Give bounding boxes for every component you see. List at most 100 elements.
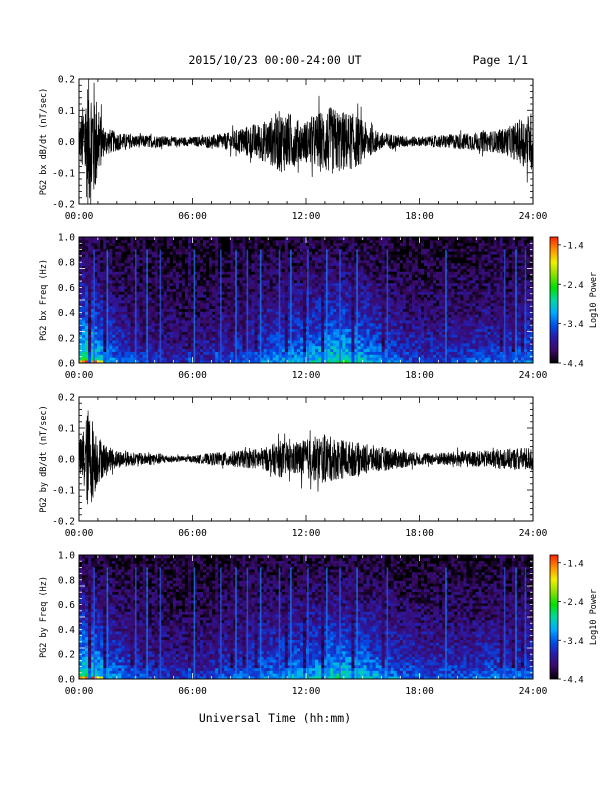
spectrogram-cell (206, 237, 210, 241)
spectrogram-cell (254, 348, 258, 352)
spectrogram-cell (387, 239, 392, 244)
spectrogram-cell (169, 285, 174, 289)
spectrogram-cell (351, 308, 355, 312)
spectrogram-cell (115, 265, 119, 269)
spectrogram-cell (239, 302, 243, 307)
spectrogram-cell (336, 342, 340, 347)
spectrogram-cell (154, 239, 159, 244)
spectrogram-cell (109, 279, 113, 284)
spectrogram-cell (357, 331, 361, 335)
spectrogram-cell (166, 242, 171, 246)
spectrogram-cell (248, 317, 252, 321)
spectrogram-cell (218, 277, 222, 281)
spectrogram-cell (88, 271, 92, 275)
spectrogram-cell (272, 337, 277, 341)
spectrogram-cell (112, 274, 116, 278)
spectrogram-cell (160, 337, 165, 341)
spectrogram-cell (197, 351, 201, 355)
spectrogram-cell (339, 342, 343, 347)
spectrogram-cell (336, 242, 340, 246)
spectrogram-cell (139, 348, 143, 352)
spectrogram-cell (263, 357, 268, 361)
spectrogram-cell (212, 305, 216, 309)
spectrogram-cell (381, 265, 386, 269)
spectrogram-cell (130, 274, 134, 278)
spectrogram-cell (203, 337, 207, 341)
spectrogram-cell (333, 288, 337, 292)
spectrogram-cell (399, 257, 404, 261)
spectrogram-cell (203, 274, 207, 278)
spectrogram-cell (109, 311, 113, 315)
spectrogram-cell (139, 340, 143, 344)
spectrogram-cell (369, 325, 373, 330)
spectrogram-cell (411, 271, 416, 275)
spectrogram-cell (88, 300, 92, 304)
spectrogram-cell (100, 262, 104, 267)
spectrogram-cell (100, 268, 104, 272)
spectrogram-cell (224, 285, 228, 289)
spectrogram-cell (309, 357, 313, 361)
spectrogram-cell (312, 308, 316, 312)
spectrogram-cell (85, 302, 89, 307)
spectrogram-cell (312, 257, 316, 261)
spectrogram-cell (154, 357, 159, 361)
spectrogram-cell (333, 245, 337, 249)
spectrogram-cell (348, 308, 352, 312)
spectrogram-cell (209, 294, 213, 298)
spectrogram-cell (324, 279, 328, 284)
spectrogram-cell (284, 288, 289, 292)
spectrogram-cell (82, 294, 86, 298)
spectrogram-cell (269, 328, 274, 332)
spectrogram-cell (175, 308, 180, 312)
spectrogram-cell (82, 311, 86, 315)
spectrogram-cell (393, 254, 398, 258)
spectrogram-cell (215, 265, 219, 269)
spectrogram-cell (269, 325, 274, 330)
spectrogram-cell (242, 322, 246, 327)
spectrogram-cell (100, 331, 104, 335)
spectrogram-cell (411, 354, 416, 358)
spectrogram-cell (97, 288, 101, 292)
spectrogram-cell (175, 254, 180, 258)
spectrogram-cell (290, 274, 295, 278)
spectrogram-cell (408, 340, 413, 344)
spectrogram-cell (242, 265, 246, 269)
spectrogram-cell (148, 300, 153, 304)
spectrogram-cell (151, 360, 156, 364)
spectrogram-cell (275, 328, 280, 332)
spectrogram-cell (360, 254, 364, 258)
spectrogram-cell (103, 237, 107, 241)
spectrogram-cell (254, 300, 258, 304)
spectrogram-cell (393, 345, 398, 350)
spectrogram-cell (339, 279, 343, 284)
spectrogram-cell (366, 259, 370, 264)
spectrogram-cell (309, 360, 313, 364)
spectrogram-cell (166, 245, 171, 249)
spectrogram-cell (339, 317, 343, 321)
spectrogram-cell (166, 357, 171, 361)
spectrogram-cell (206, 239, 210, 244)
spectrogram-cell (154, 314, 159, 318)
spectrogram-cell (372, 308, 377, 312)
spectrogram-cell (269, 348, 274, 352)
spectrogram-cell (396, 308, 401, 312)
spectrogram-cell (239, 325, 243, 330)
spectrogram-cell (215, 262, 219, 267)
spectrogram-cell (236, 360, 240, 364)
spectrogram-cell (184, 328, 189, 332)
spectrogram-cell (296, 262, 301, 267)
spectrogram-cell (408, 294, 413, 298)
spectrogram-cell (203, 262, 207, 267)
spectrogram-cell (327, 351, 331, 355)
spectrogram-cell (242, 297, 246, 301)
spectrogram-cell (200, 294, 204, 298)
spectrogram-cell (203, 331, 207, 335)
spectrogram-cell (348, 257, 352, 261)
spectrogram-cell (336, 294, 340, 298)
spectrogram-cell (178, 302, 183, 307)
spectrogram-cell (360, 245, 364, 249)
spectrogram-cell (200, 317, 204, 321)
spectrogram-cell (197, 294, 201, 298)
spectrogram-cell (312, 242, 316, 246)
spectrogram-cell (381, 302, 386, 307)
